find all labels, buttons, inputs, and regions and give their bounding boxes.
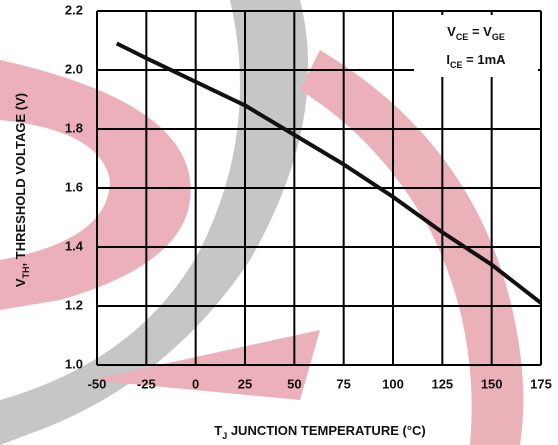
y-tick-label: 2.0 bbox=[65, 61, 83, 76]
y-tick-label: 1.4 bbox=[65, 238, 84, 253]
y-axis-label-part: , THRESHOLD VOLTAGE (V) bbox=[13, 93, 28, 267]
x-axis-label: TJ JUNCTION TEMPERATURE (°C) bbox=[214, 423, 425, 441]
x-tick-label: -50 bbox=[88, 376, 107, 391]
x-tick-label: -25 bbox=[137, 376, 156, 391]
x-tick-label: 175 bbox=[530, 376, 552, 391]
chart: 1.0 1.2 1.4 1.6 1.8 2.0 2.2 -50 -25 0 25 50 75 100 125… bbox=[0, 0, 558, 445]
y-tick-label: 1.0 bbox=[65, 356, 83, 371]
annotation-part: GE bbox=[492, 32, 505, 42]
x-tick-label: 25 bbox=[238, 376, 252, 391]
x-tick-label: 150 bbox=[481, 376, 503, 391]
annotation-part: CE bbox=[450, 60, 463, 70]
x-tick-label: 0 bbox=[192, 376, 199, 391]
y-tick-label: 1.2 bbox=[65, 297, 83, 312]
y-axis-label-part: V bbox=[13, 278, 28, 287]
annotation-part: V bbox=[447, 24, 456, 39]
annotation-part: = 1mA bbox=[463, 52, 507, 67]
y-tick-label: 1.6 bbox=[65, 179, 83, 194]
x-tick-label: 75 bbox=[336, 376, 350, 391]
x-tick-label: 50 bbox=[287, 376, 301, 391]
annotation-part: = V bbox=[468, 24, 492, 39]
y-tick-label: 2.2 bbox=[65, 2, 83, 17]
x-axis-label-part: JUNCTION TEMPERATURE (°C) bbox=[227, 423, 426, 438]
x-axis-label-part: T bbox=[214, 423, 222, 438]
x-tick-label: 100 bbox=[382, 376, 404, 391]
x-tick-label: 125 bbox=[431, 376, 453, 391]
annotation-part: CE bbox=[456, 32, 469, 42]
y-axis-label-part: TH bbox=[21, 266, 31, 278]
y-tick-label: 1.8 bbox=[65, 120, 83, 135]
